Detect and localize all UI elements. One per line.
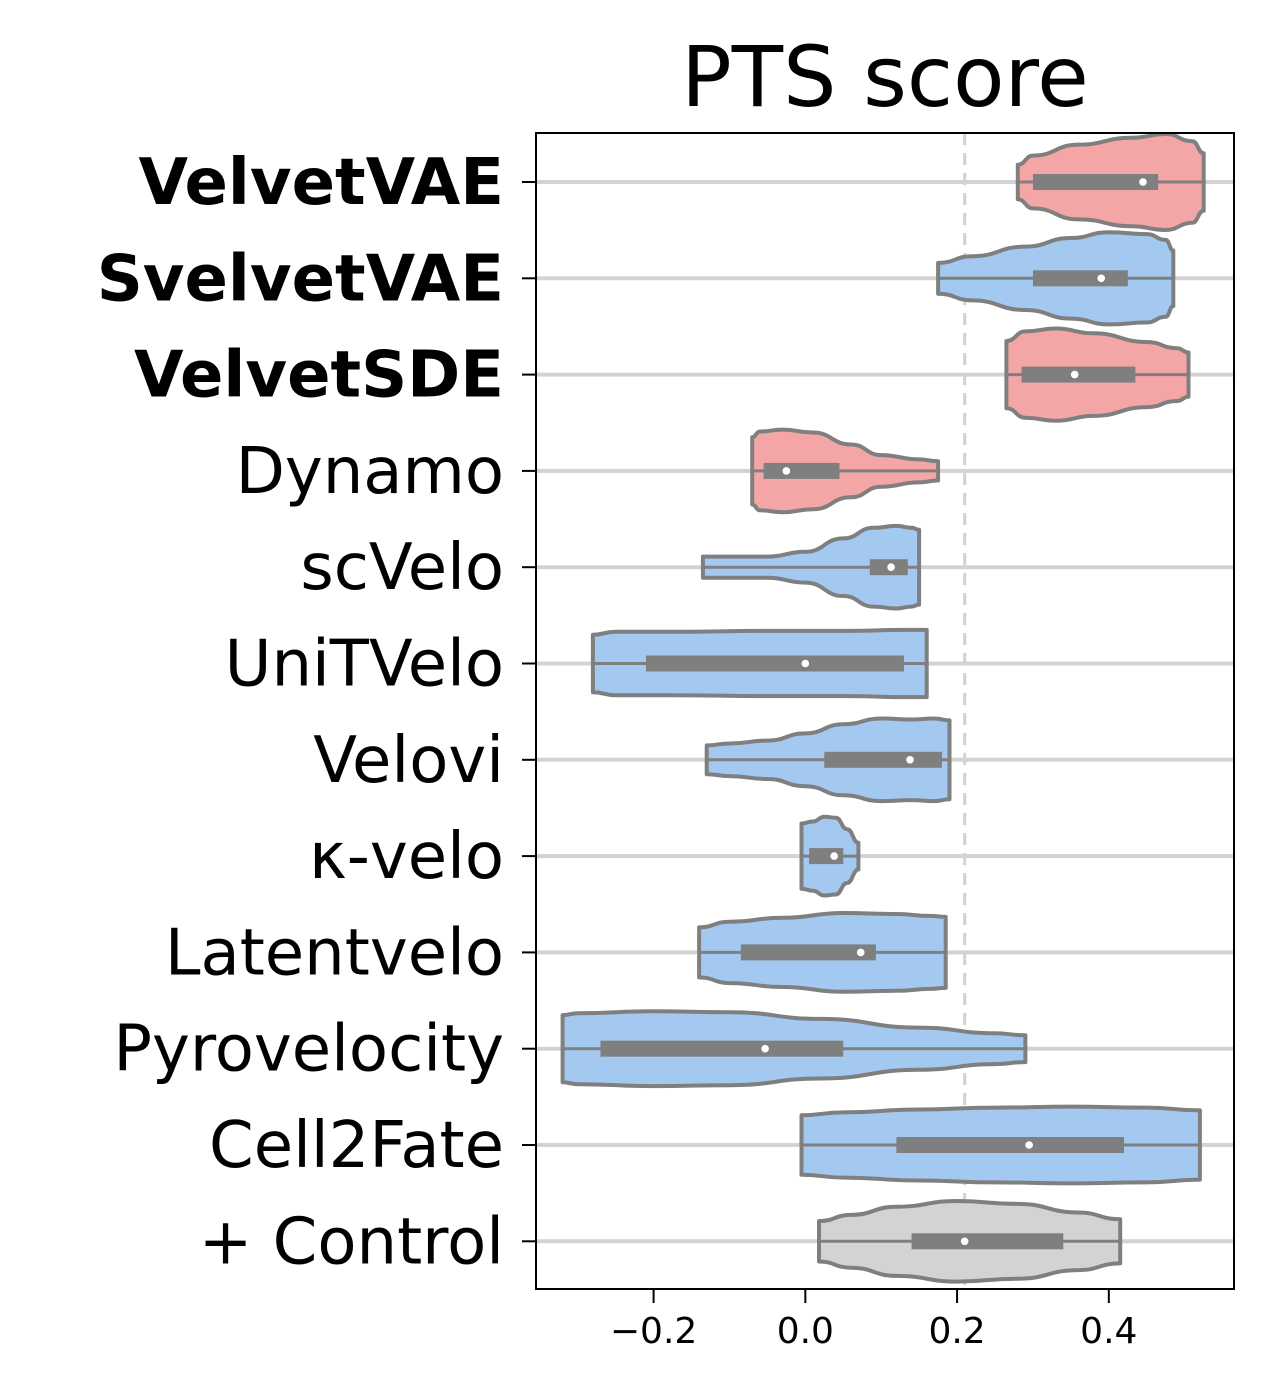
ytick-label: SvelvetVAE xyxy=(97,242,504,316)
iqr-box xyxy=(911,1233,1064,1250)
median-marker xyxy=(1139,178,1147,186)
median-marker xyxy=(782,467,791,475)
iqr-box xyxy=(896,1137,1124,1153)
ytick-label: Dynamo xyxy=(236,435,504,509)
iqr-box xyxy=(600,1040,844,1057)
median-marker xyxy=(856,948,865,957)
axis-layer: VelvetVAE SvelvetVAE VelvetSDE Dynamo scVelo… xyxy=(97,146,1138,1352)
iqr-box xyxy=(740,944,876,961)
chart-title: PTS score xyxy=(681,28,1089,126)
violin-layer xyxy=(560,132,1206,1284)
median-marker xyxy=(830,852,838,860)
ytick-label: Cell2Fate xyxy=(209,1109,504,1183)
xtick-label: 0.2 xyxy=(928,1311,985,1352)
ytick-label: UniTVelo xyxy=(225,628,504,702)
ytick-label: VelvetSDE xyxy=(134,339,504,413)
median-marker xyxy=(1025,1141,1033,1149)
ytick-label: Latentvelo xyxy=(165,916,504,990)
plot-frame xyxy=(535,132,1235,1290)
ytick-label: κ-velo xyxy=(309,820,504,894)
iqr-box xyxy=(824,751,942,768)
iqr-box xyxy=(646,655,904,672)
median-marker xyxy=(887,563,895,571)
median-marker xyxy=(1070,370,1079,379)
iqr-box xyxy=(1032,174,1159,190)
iqr-box xyxy=(1032,270,1128,287)
ytick-label: VelvetVAE xyxy=(138,146,504,220)
iqr-box xyxy=(763,462,840,479)
median-marker xyxy=(1097,274,1106,283)
ytick-label: Velovi xyxy=(313,724,504,798)
xtick-label: 0.4 xyxy=(1080,1311,1137,1352)
median-marker xyxy=(906,756,914,764)
iqr-box xyxy=(809,848,844,865)
ytick-label: + Control xyxy=(199,1205,504,1279)
ytick-label: Pyrovelocity xyxy=(113,1013,504,1087)
xtick-label: −0.2 xyxy=(610,1311,697,1352)
median-marker xyxy=(761,1044,769,1053)
median-marker xyxy=(960,1237,969,1246)
ytick-label: scVelo xyxy=(300,531,504,605)
median-marker xyxy=(801,659,810,668)
xtick-label: 0.0 xyxy=(777,1311,834,1352)
